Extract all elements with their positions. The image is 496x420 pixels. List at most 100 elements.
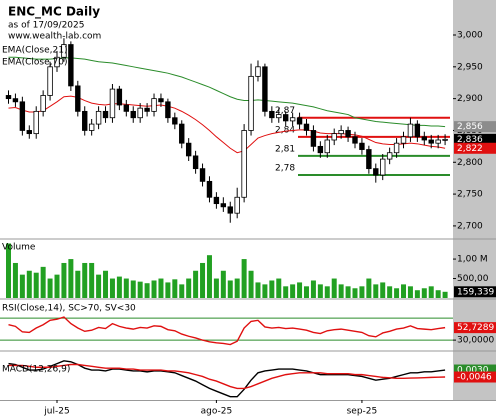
candle-body	[352, 136, 358, 144]
y-tick-label: 2,750	[457, 190, 483, 200]
volume-bar	[19, 274, 25, 298]
y-tick-label: 2,950	[457, 62, 483, 72]
candle-body	[241, 130, 247, 198]
candle-body	[407, 123, 414, 138]
candle-body	[158, 98, 164, 103]
volume-bar	[165, 282, 171, 298]
volume-bar	[290, 284, 296, 298]
plot-layer: 2,87 2,84 2,81 2,78	[0, 38, 453, 398]
candle-body	[95, 110, 102, 125]
y-tick-label: 30,0000	[457, 336, 494, 346]
candle-body	[435, 139, 441, 144]
line	[8, 95, 446, 154]
candle-body	[172, 117, 178, 125]
candle-body	[428, 139, 434, 144]
line	[8, 316, 446, 346]
volume-bar	[407, 286, 413, 298]
volume-bar	[130, 280, 136, 298]
candle-body	[227, 206, 233, 214]
volume-bar	[283, 286, 289, 298]
volume-bar	[144, 283, 150, 298]
candle-body	[47, 66, 53, 96]
legend-entry: EMA(Close,70)	[2, 58, 67, 68]
candle-body	[88, 123, 95, 131]
candle-body	[144, 107, 150, 112]
volume-bar	[40, 266, 46, 298]
volume-bar	[338, 284, 344, 298]
volume-bar	[6, 243, 11, 298]
value-box	[454, 142, 496, 154]
axis-layer: 3,0002,9502,9002,8502,8002,7502,7001,00 …	[43, 31, 496, 417]
volume-bar	[96, 274, 102, 298]
subtitle: as of 17/09/2025	[8, 21, 84, 31]
candle-body	[102, 110, 109, 119]
volume-bar	[255, 282, 261, 298]
volume-bar	[68, 259, 74, 298]
volume-bar	[387, 286, 393, 298]
candle-body	[199, 168, 206, 182]
candle-body	[33, 110, 39, 135]
value-label: -0,0046	[457, 373, 492, 383]
candle-body	[68, 44, 74, 87]
candle-body	[338, 130, 344, 135]
volume-bar	[179, 284, 185, 298]
panel-title: MACD(12,26,9)	[2, 365, 70, 375]
line	[8, 360, 446, 398]
volume-bar	[421, 288, 427, 298]
volume-bar	[227, 280, 233, 298]
value-box	[454, 286, 496, 298]
volume-bar	[248, 270, 254, 298]
line	[8, 363, 446, 390]
volume-bar	[324, 286, 330, 298]
candle-body	[61, 44, 67, 58]
candle-body	[5, 95, 12, 100]
candle-body	[40, 95, 46, 112]
volume-bar	[26, 270, 32, 298]
level-label: 2,81	[275, 144, 295, 154]
level-label: 2,84	[275, 125, 295, 135]
candle-body	[373, 168, 379, 176]
value-box	[454, 133, 496, 145]
volume-bar	[297, 282, 303, 298]
volume-bar	[442, 291, 448, 298]
candle-body	[414, 123, 421, 138]
level-label: 2,87	[275, 106, 295, 116]
volume-bar	[269, 280, 275, 298]
candle-body	[165, 101, 171, 119]
candle-body	[192, 155, 199, 170]
candle-body	[276, 114, 282, 119]
candle-body	[310, 130, 317, 147]
value-box	[454, 371, 496, 383]
x-tick-label: jul-25	[43, 407, 69, 417]
value-label: 159,339	[457, 287, 494, 297]
candle-body	[386, 152, 393, 160]
y-tick-label: 2,700	[457, 221, 483, 231]
volume-bar	[234, 278, 240, 298]
candle-body	[123, 104, 130, 112]
value-label: 2,822	[457, 144, 483, 154]
value-label: 2,856	[457, 122, 483, 132]
candle-body	[220, 203, 227, 208]
candle-body	[282, 114, 289, 122]
volume-bar	[366, 278, 372, 298]
volume-bar	[103, 270, 109, 298]
candle-body	[248, 75, 254, 131]
candle-body	[12, 98, 19, 103]
axis-column	[453, 0, 496, 400]
volume-bar	[317, 284, 323, 298]
value-label: 52,7289	[457, 323, 494, 333]
value-label: 0,0030	[457, 366, 489, 376]
candle-body	[54, 56, 60, 68]
volume-bar	[33, 272, 39, 298]
volume-bar	[303, 286, 309, 298]
candle-body	[255, 66, 261, 77]
volume-bar	[75, 270, 81, 298]
volume-bar	[61, 262, 67, 298]
volume-bar	[428, 286, 434, 298]
candle-body	[185, 142, 192, 157]
volume-bar	[193, 270, 199, 298]
volume-bar	[116, 276, 122, 298]
candle-body	[82, 110, 88, 131]
candle-body	[151, 98, 157, 112]
value-box	[454, 121, 496, 133]
